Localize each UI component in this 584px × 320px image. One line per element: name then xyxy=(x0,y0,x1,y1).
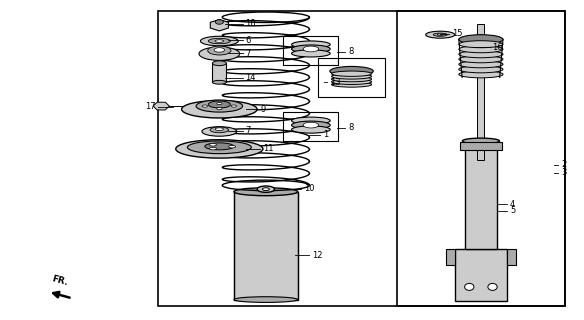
Text: 13: 13 xyxy=(330,78,340,87)
Ellipse shape xyxy=(291,117,330,124)
Bar xyxy=(465,141,497,249)
Bar xyxy=(455,249,507,301)
Ellipse shape xyxy=(437,34,443,36)
Ellipse shape xyxy=(426,31,455,38)
Text: 6: 6 xyxy=(245,36,251,44)
Ellipse shape xyxy=(291,41,330,48)
Bar xyxy=(234,192,298,300)
Text: 15: 15 xyxy=(452,29,463,38)
Ellipse shape xyxy=(176,140,263,158)
Ellipse shape xyxy=(332,76,371,82)
Ellipse shape xyxy=(459,56,503,63)
Bar xyxy=(507,249,516,265)
Ellipse shape xyxy=(229,145,235,148)
Ellipse shape xyxy=(210,127,229,133)
Ellipse shape xyxy=(433,33,447,36)
Ellipse shape xyxy=(463,138,499,144)
Text: FR.: FR. xyxy=(51,274,69,287)
Text: 7: 7 xyxy=(245,49,251,58)
Ellipse shape xyxy=(459,41,503,48)
Text: 3: 3 xyxy=(561,168,566,177)
Text: 1: 1 xyxy=(323,130,328,139)
Ellipse shape xyxy=(231,105,237,107)
Text: 8: 8 xyxy=(349,123,354,132)
Ellipse shape xyxy=(187,141,251,154)
Ellipse shape xyxy=(202,127,237,136)
Text: 12: 12 xyxy=(312,251,323,260)
Ellipse shape xyxy=(291,126,330,133)
Text: 17: 17 xyxy=(145,102,155,111)
Bar xyxy=(460,142,502,150)
Ellipse shape xyxy=(332,71,371,76)
Ellipse shape xyxy=(215,128,224,131)
Text: 11: 11 xyxy=(263,144,273,153)
Ellipse shape xyxy=(205,143,234,150)
Ellipse shape xyxy=(215,40,224,42)
Text: 14: 14 xyxy=(245,73,256,82)
Ellipse shape xyxy=(330,67,373,76)
Text: 2: 2 xyxy=(561,160,566,169)
Ellipse shape xyxy=(200,36,238,46)
Text: 8: 8 xyxy=(349,47,354,56)
Ellipse shape xyxy=(465,284,474,290)
Text: 5: 5 xyxy=(510,206,515,215)
Ellipse shape xyxy=(459,46,503,53)
Bar xyxy=(283,112,339,141)
Ellipse shape xyxy=(213,80,227,84)
Ellipse shape xyxy=(332,82,371,87)
Text: 7: 7 xyxy=(245,126,251,135)
Text: 18: 18 xyxy=(245,19,256,28)
Ellipse shape xyxy=(459,35,503,44)
Ellipse shape xyxy=(208,101,231,108)
Ellipse shape xyxy=(303,46,319,52)
Bar xyxy=(446,249,455,265)
Ellipse shape xyxy=(208,38,231,44)
Bar xyxy=(318,59,385,97)
Text: 9: 9 xyxy=(260,105,265,114)
Ellipse shape xyxy=(217,108,222,110)
Ellipse shape xyxy=(213,61,227,66)
Ellipse shape xyxy=(214,48,225,52)
Ellipse shape xyxy=(202,105,207,107)
Ellipse shape xyxy=(234,188,298,196)
Ellipse shape xyxy=(257,186,274,192)
Ellipse shape xyxy=(332,74,371,79)
Ellipse shape xyxy=(208,46,231,55)
Ellipse shape xyxy=(291,45,330,53)
Bar xyxy=(158,11,565,306)
Ellipse shape xyxy=(459,71,503,78)
Bar xyxy=(283,36,339,65)
Ellipse shape xyxy=(459,66,503,73)
Ellipse shape xyxy=(210,147,217,150)
Text: 10: 10 xyxy=(304,184,314,193)
Ellipse shape xyxy=(182,100,257,118)
Ellipse shape xyxy=(459,51,503,58)
Ellipse shape xyxy=(217,102,222,105)
Ellipse shape xyxy=(459,61,503,68)
Ellipse shape xyxy=(262,188,269,191)
Ellipse shape xyxy=(215,20,224,24)
Text: 4: 4 xyxy=(510,200,515,209)
Ellipse shape xyxy=(199,47,239,60)
Ellipse shape xyxy=(234,297,298,302)
Bar xyxy=(397,11,565,306)
Ellipse shape xyxy=(488,284,497,290)
Ellipse shape xyxy=(303,122,319,128)
Ellipse shape xyxy=(291,50,330,57)
Text: 16: 16 xyxy=(492,43,503,52)
Ellipse shape xyxy=(210,143,217,146)
Ellipse shape xyxy=(332,79,371,84)
Ellipse shape xyxy=(196,100,242,112)
Bar xyxy=(477,24,484,160)
Ellipse shape xyxy=(291,121,330,129)
Bar xyxy=(213,63,227,82)
